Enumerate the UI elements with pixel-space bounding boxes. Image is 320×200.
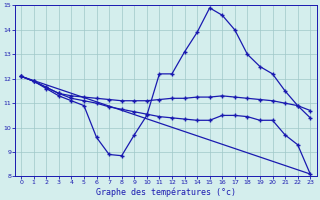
X-axis label: Graphe des températures (°c): Graphe des températures (°c) xyxy=(96,187,236,197)
